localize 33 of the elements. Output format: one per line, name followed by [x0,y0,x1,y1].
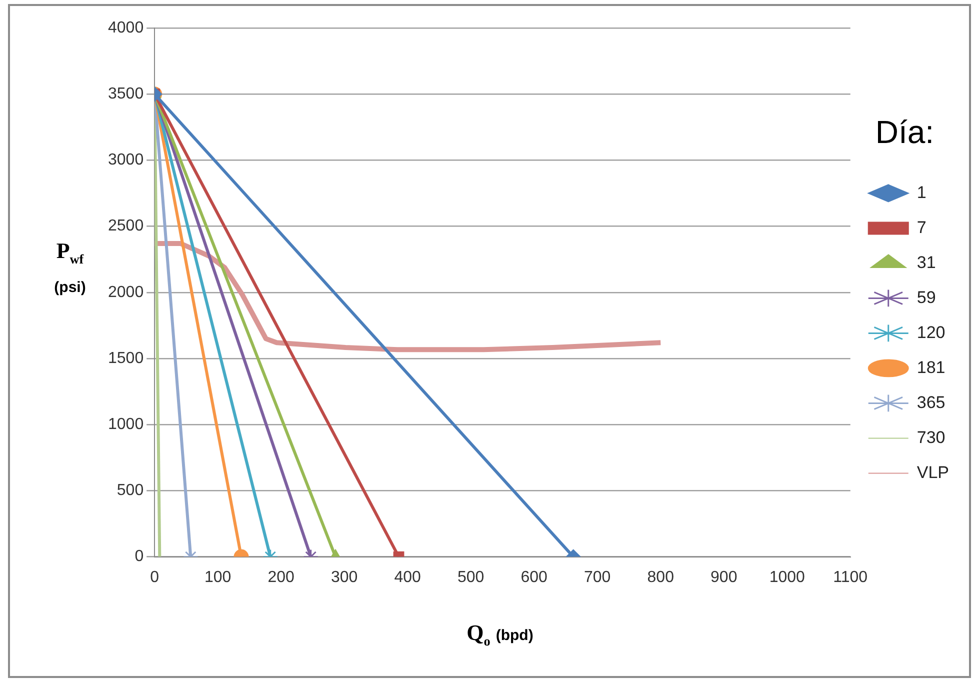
y-axis-title: P$_{wf}$ (psi) [54,238,86,296]
x-tick-label: 500 [458,568,484,586]
y-tick-label: 2000 [108,284,144,301]
legend-label: 7 [916,218,926,237]
x-axis-title: Q$_{o}$ (bpd) [466,620,534,650]
legend-label: 120 [916,322,946,342]
y-tick-label: 1000 [108,416,144,434]
y-tick-label: 500 [116,482,144,500]
legend-title: Día: [875,114,934,150]
x-tick-label: 700 [584,568,611,586]
x-tick-label: 600 [520,568,548,586]
x-tick-label: 1000 [769,568,806,586]
x-tick-label: 900 [710,568,738,586]
legend-label: VLP [916,462,950,482]
y-tick-label: 1500 [108,350,144,367]
x-tick-label: 800 [647,568,674,586]
x-tick-label: 1100 [833,568,868,586]
x-tick-label: 100 [204,568,232,586]
y-tick-label: 4000 [108,19,144,36]
legend-label: 31 [916,252,936,272]
y-tick-label: 2500 [108,218,144,235]
x-tick-label: 400 [394,568,422,586]
legend-label: 1 [916,182,926,202]
legend-label: 181 [916,358,946,377]
x-tick-label: 300 [331,568,358,586]
legend-label: 59 [916,288,936,307]
y-tick-label: 3500 [108,86,144,103]
legend-label: 730 [916,428,946,447]
y-tick-label: 3000 [108,152,144,169]
x-tick-label: 200 [268,568,295,586]
legend-label: 365 [916,392,946,412]
x-tick-label: 0 [150,568,160,586]
y-tick-label: 0 [134,548,144,566]
